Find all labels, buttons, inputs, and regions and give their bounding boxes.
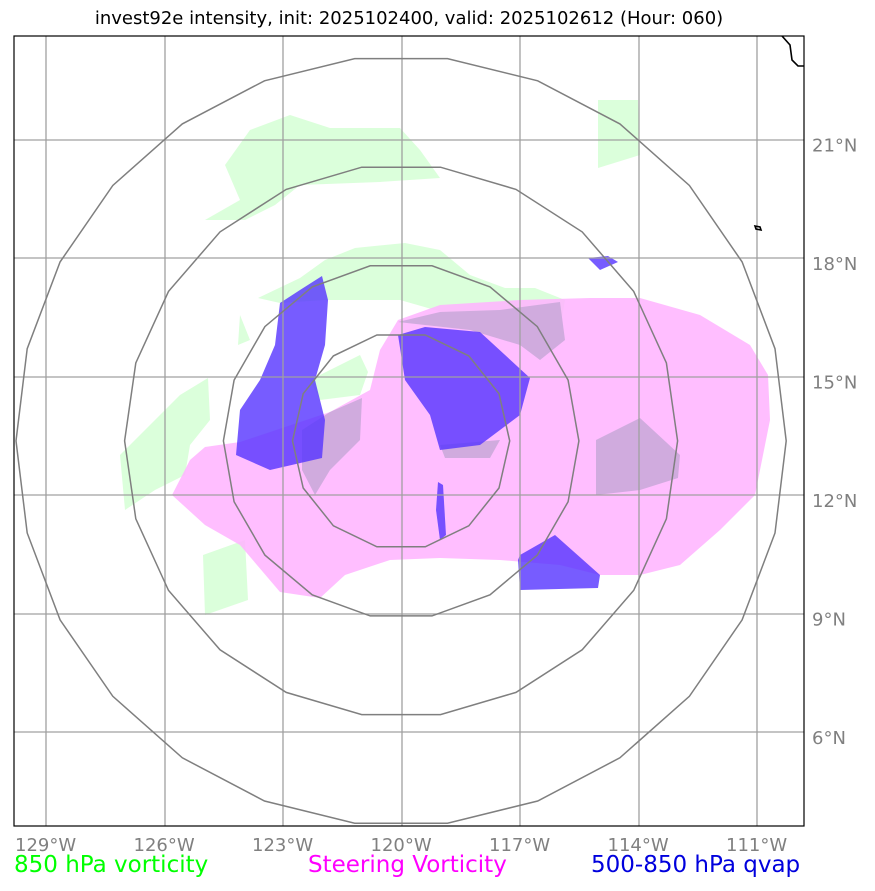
coastline <box>753 36 804 232</box>
qvap-area <box>398 327 530 450</box>
latitude-tick-label: 6°N <box>812 728 846 749</box>
vorticity-850-area <box>598 100 640 168</box>
range-rings <box>15 57 787 824</box>
qvap-area <box>436 482 446 540</box>
legend-steering-vorticity: Steering Vorticity <box>308 852 507 878</box>
range-ring <box>123 166 679 716</box>
qvap-area <box>518 535 600 590</box>
island-outline <box>753 224 763 232</box>
gridlines <box>14 36 804 826</box>
longitude-tick-label: 123°W <box>252 835 313 856</box>
qvap-area <box>236 276 328 470</box>
vorticity-850-area <box>205 115 440 220</box>
qvap-contours <box>236 256 618 590</box>
legend-850-vorticity: 850 hPa vorticity <box>14 852 209 878</box>
latitude-tick-label: 21°N <box>812 136 857 157</box>
longitude-tick-label: 129°W <box>15 835 76 856</box>
longitude-tick-labels: 129°W 126°W 123°W 120°W 117°W 114°W 111°W <box>15 835 787 856</box>
overlap-area <box>596 418 680 495</box>
overlap-area <box>398 302 565 360</box>
latitude-tick-label: 9°N <box>812 610 846 631</box>
range-ring <box>222 265 580 617</box>
map-frame <box>13 35 805 827</box>
latitude-tick-label: 15°N <box>812 373 857 394</box>
latitude-tick-labels: 21°N 18°N 15°N 12°N 9°N 6°N <box>812 136 857 750</box>
range-ring <box>291 334 511 548</box>
range-ring <box>15 57 787 824</box>
overlap-shading <box>302 302 680 495</box>
vorticity-850-area <box>203 540 248 615</box>
longitude-tick-label: 117°W <box>489 835 550 856</box>
qvap-area <box>588 256 618 270</box>
vorticity-850-area <box>238 315 250 345</box>
longitude-tick-label: 111°W <box>726 835 787 856</box>
legend-qvap: 500-850 hPa qvap <box>591 852 801 878</box>
longitude-tick-label: 120°W <box>371 835 432 856</box>
longitude-tick-label: 114°W <box>608 835 669 856</box>
latitude-tick-label: 18°N <box>812 254 857 275</box>
longitude-tick-label: 126°W <box>134 835 195 856</box>
latitude-tick-label: 12°N <box>812 491 857 512</box>
coastline-segment <box>781 36 804 67</box>
chart-title: invest92e intensity, init: 2025102400, v… <box>94 8 724 29</box>
